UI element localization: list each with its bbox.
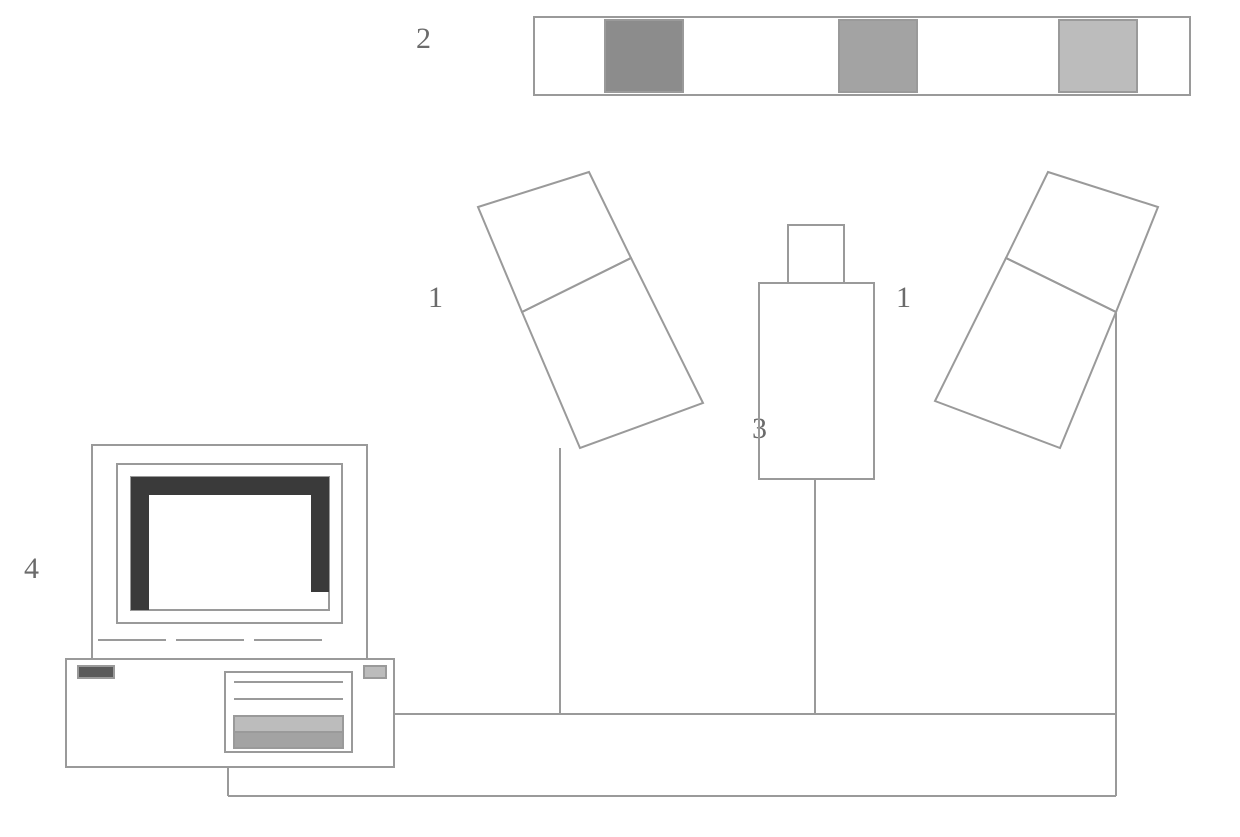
diagram-svg bbox=[0, 0, 1240, 837]
